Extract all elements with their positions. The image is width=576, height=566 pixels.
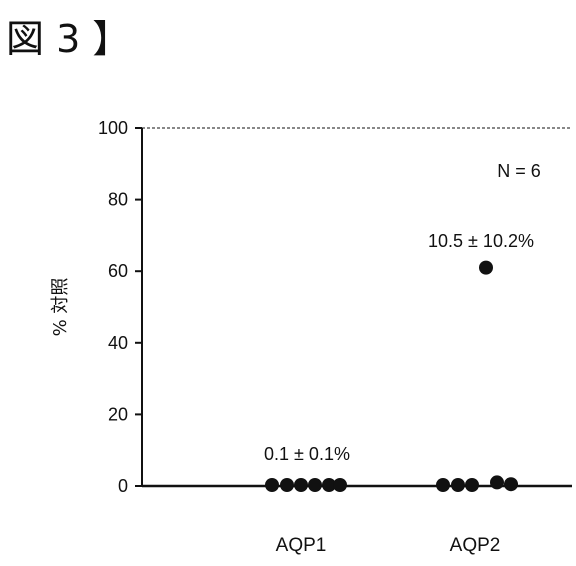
summary-label-aqp1: 0.1 ± 0.1%: [264, 444, 350, 464]
n-annotation: N = 6: [497, 161, 541, 181]
data-point-aqp2: [479, 261, 493, 275]
axes: [142, 128, 572, 486]
y-tick-label: 20: [108, 404, 128, 424]
data-point-aqp2: [436, 478, 450, 492]
y-ticks: 0 20 40 60 80 100: [98, 118, 142, 496]
data-point-aqp2: [490, 475, 504, 489]
data-point-aqp1: [294, 478, 308, 492]
category-label-aqp1: AQP1: [276, 535, 327, 556]
data-point-aqp2: [451, 478, 465, 492]
data-point-aqp2: [504, 477, 518, 491]
y-tick-label: 60: [108, 261, 128, 281]
y-tick-label: 0: [118, 476, 128, 496]
y-tick-label: 40: [108, 333, 128, 353]
labels: % 対照 AQP1 AQP2 N = 6 0.1 ± 0.1% 10.5 ± 10.2%: [50, 161, 541, 556]
data-point-aqp1: [333, 478, 347, 492]
y-tick-label: 80: [108, 190, 128, 210]
y-axis-title: % 対照: [50, 278, 71, 337]
y-tick-label: 100: [98, 118, 128, 138]
data-point-aqp1: [280, 478, 294, 492]
summary-label-aqp2: 10.5 ± 10.2%: [428, 231, 534, 251]
data-point-aqp1: [308, 478, 322, 492]
category-label-aqp2: AQP2: [450, 535, 501, 556]
data-point-aqp2: [465, 478, 479, 492]
data-point-aqp1: [265, 478, 279, 492]
